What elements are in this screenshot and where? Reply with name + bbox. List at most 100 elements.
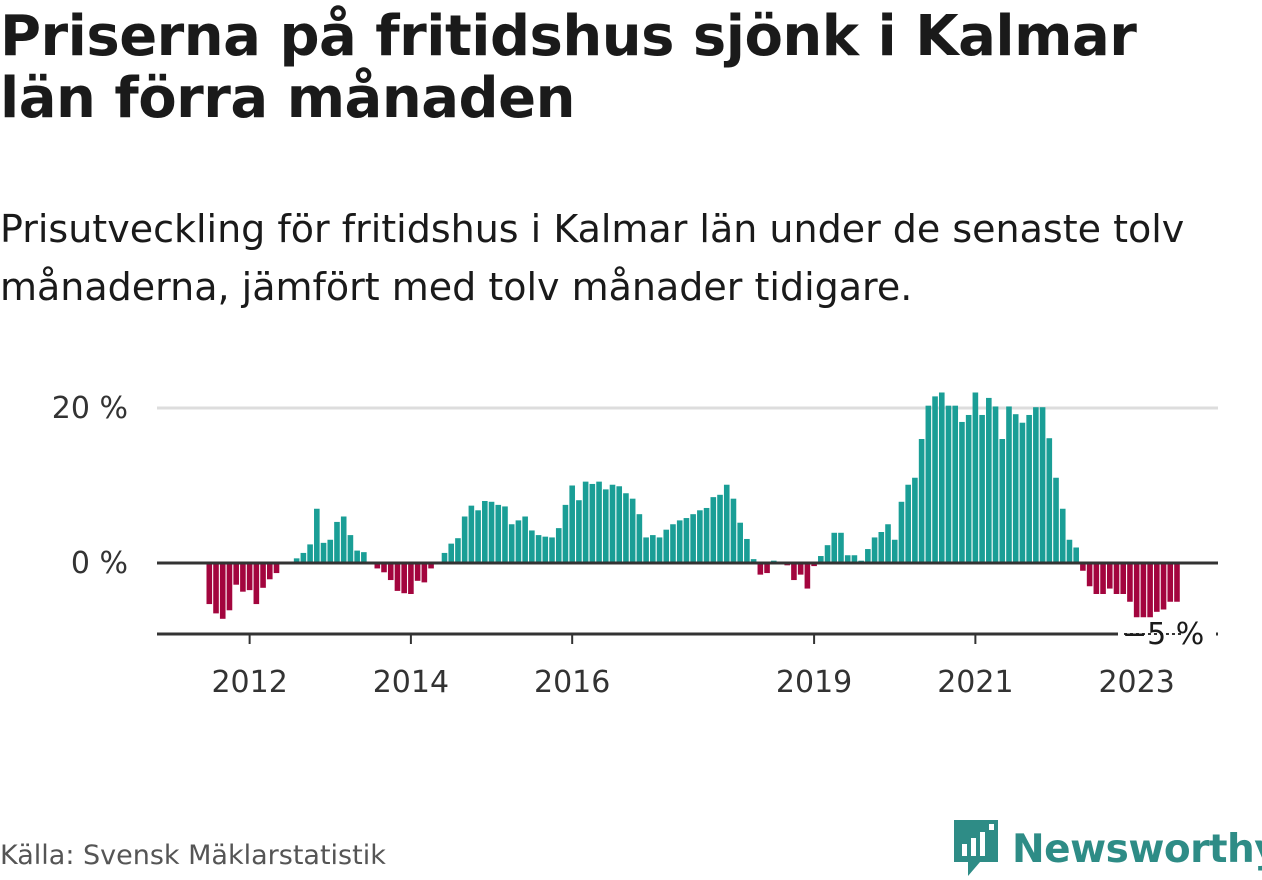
bar <box>959 421 965 563</box>
bar <box>408 563 414 594</box>
bar <box>952 405 959 563</box>
bar <box>273 563 280 574</box>
bar <box>905 484 911 563</box>
bar <box>683 518 690 563</box>
bar <box>293 558 300 563</box>
bar <box>764 563 770 574</box>
bar <box>226 563 233 611</box>
bar <box>1160 563 1167 610</box>
bar <box>300 552 307 563</box>
bar <box>1073 547 1079 563</box>
bar <box>334 521 340 563</box>
bar <box>475 510 481 563</box>
bar <box>428 563 434 569</box>
bar <box>1127 563 1133 602</box>
bar <box>569 485 575 563</box>
bar <box>549 537 555 563</box>
y-tick-label: 20 % <box>52 391 128 426</box>
bar <box>1133 563 1140 618</box>
bar <box>233 563 239 585</box>
bar <box>401 563 407 594</box>
bar <box>1026 414 1032 563</box>
bar <box>1100 563 1106 594</box>
bar <box>616 486 623 563</box>
axis-layer <box>157 561 1218 644</box>
bar <box>898 501 905 563</box>
bar <box>555 528 562 564</box>
newsworthy-logo-icon <box>954 820 998 876</box>
bar <box>851 555 858 563</box>
bar <box>502 506 508 563</box>
bar <box>508 524 515 563</box>
bar <box>1080 563 1086 571</box>
bar <box>361 552 367 563</box>
bar <box>831 532 838 563</box>
x-tick-label: 2023 <box>1098 665 1174 700</box>
x-tick-label: 2016 <box>534 665 610 700</box>
bar <box>1019 422 1026 563</box>
latest-value-label: −5 % <box>1122 617 1204 652</box>
bar <box>1093 563 1100 594</box>
bar <box>529 530 535 563</box>
bar <box>992 406 999 563</box>
bar <box>1033 407 1039 563</box>
brand-name: Newsworthy <box>1012 826 1262 872</box>
bar <box>999 439 1006 563</box>
bar <box>535 535 542 563</box>
bar <box>387 563 394 581</box>
bar <box>240 563 246 592</box>
bar <box>219 563 226 619</box>
bar <box>750 559 757 564</box>
labels-layer: 0 % 20 % 2012 2014 2016 2019 2021 2023 −5 % <box>52 391 1216 700</box>
bar <box>609 484 616 563</box>
bar <box>979 414 985 563</box>
bar <box>589 483 596 563</box>
bar <box>1039 407 1046 563</box>
bar <box>354 550 360 563</box>
bar <box>656 537 663 563</box>
bar <box>1120 563 1127 594</box>
bar <box>320 542 327 563</box>
bar <box>488 501 495 563</box>
bar <box>878 532 885 563</box>
bar <box>206 563 213 605</box>
bar <box>455 538 461 563</box>
bars-layer <box>206 392 1180 619</box>
bar <box>576 500 582 563</box>
bar <box>932 396 938 564</box>
bar <box>623 493 629 563</box>
bar <box>629 498 636 563</box>
bar <box>697 510 703 563</box>
y-tick-label: 0 % <box>71 546 128 581</box>
bar <box>1106 563 1113 589</box>
bar <box>938 392 945 563</box>
bar <box>1167 563 1174 602</box>
bar <box>522 516 528 563</box>
bar <box>602 489 609 564</box>
bar <box>441 552 448 563</box>
bar <box>421 563 428 583</box>
bar <box>1006 406 1012 563</box>
x-tick-label: 2014 <box>373 665 449 700</box>
bar <box>703 507 710 563</box>
bar <box>260 563 266 588</box>
bar <box>636 514 643 563</box>
bar <box>710 497 717 564</box>
bar <box>676 520 683 564</box>
bar <box>1066 539 1073 563</box>
bar <box>838 532 844 563</box>
bar <box>1053 477 1059 563</box>
bar <box>737 522 743 563</box>
bar <box>986 397 992 563</box>
bar <box>945 405 952 563</box>
bar <box>515 520 522 564</box>
bar <box>650 535 656 563</box>
bar <box>965 414 972 563</box>
bar <box>744 538 750 563</box>
bar <box>918 439 925 563</box>
bar <box>690 514 696 563</box>
bar <box>327 539 334 563</box>
bar <box>374 563 381 569</box>
bar <box>723 484 730 563</box>
chart-subtitle: Prisutveckling för fritidshus i Kalmar l… <box>0 207 1185 309</box>
